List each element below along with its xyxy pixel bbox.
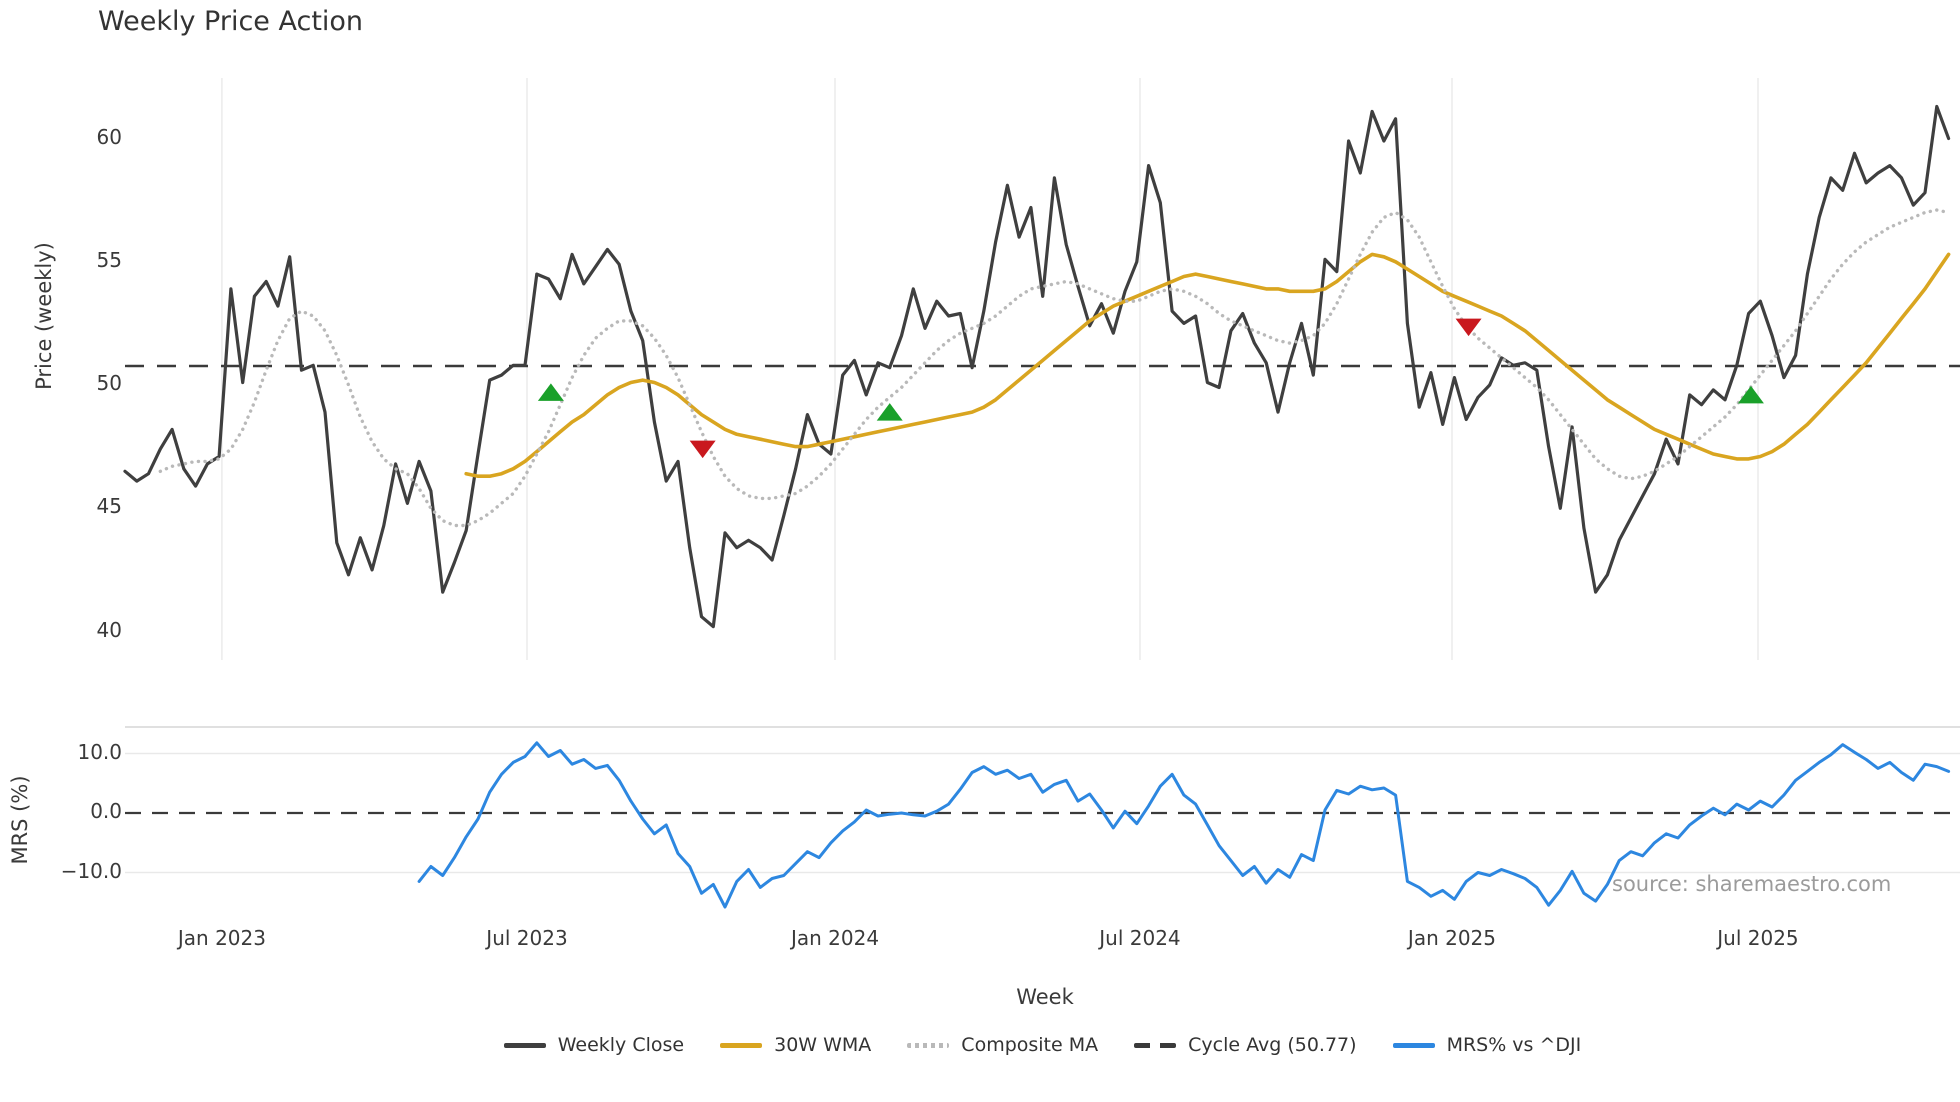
price-tick-40: 40 (96, 617, 122, 642)
source-watermark: source: sharemaestro.com (1612, 872, 1892, 896)
mrs-axis-label: MRS (%) (8, 775, 32, 865)
xtick-jan-2024: Jan 2024 (790, 926, 880, 950)
xtick-jan-2023: Jan 2023 (177, 926, 266, 950)
sell-signal-triangle-down (689, 440, 716, 459)
buy-signal-triangle-up (1737, 385, 1764, 404)
wma-line-swatch (720, 1042, 763, 1048)
weekly-close-line (123, 104, 1951, 629)
legend-label: Weekly Close (557, 1034, 685, 1056)
chart-legend: Weekly Close 30W WMA Composite MA Cycle … (125, 1034, 1960, 1056)
legend-item-cycle-avg: Cycle Avg (50.77) (1134, 1034, 1357, 1056)
legend-item-weekly-close: Weekly Close (503, 1034, 685, 1056)
buy-signal-triangle-up (537, 383, 564, 401)
cycle-avg-dashed-swatch (1134, 1042, 1177, 1048)
xtick-jan-2025: Jan 2025 (1407, 926, 1497, 950)
price-tick-45: 45 (96, 494, 122, 519)
price-tick-50: 50 (96, 371, 122, 395)
composite-ma-dotted-swatch (907, 1042, 950, 1048)
xtick-jul-2025: Jul 2025 (1717, 926, 1799, 950)
week-axis-label: Week (1016, 985, 1074, 1009)
mrs-tick-10: 10.0 (77, 739, 122, 764)
legend-label: MRS% vs ^DJI (1446, 1034, 1582, 1056)
mrs-tick-neg10: −10.0 (60, 858, 122, 883)
mrs-tick-0: 0.0 (90, 799, 122, 823)
price-tick-55: 55 (96, 247, 122, 272)
mrs-line-swatch (1392, 1042, 1435, 1048)
price-axis-label: Price (weekly) (32, 242, 56, 390)
buy-signal-triangle-up (876, 403, 903, 421)
legend-label: 30W WMA (774, 1034, 872, 1056)
xtick-jul-2023: Jul 2023 (486, 926, 568, 950)
legend-item-30w-wma: 30W WMA (720, 1034, 871, 1056)
sell-signal-triangle-down (1455, 318, 1482, 337)
mrs-vs-dji-line (417, 741, 1951, 909)
chart-title: Weekly Price Action (98, 6, 364, 37)
legend-item-mrs: MRS% vs ^DJI (1392, 1034, 1582, 1056)
price-tick-60: 60 (96, 124, 122, 149)
legend-item-composite-ma: Composite MA (907, 1034, 1098, 1056)
xtick-jul-2024: Jul 2024 (1099, 926, 1181, 950)
legend-label: Composite MA (961, 1034, 1099, 1056)
legend-label: Cycle Avg (50.77) (1188, 1034, 1357, 1056)
composite-ma-line (158, 208, 1951, 528)
30w-wma-line (464, 252, 1951, 479)
weekly-close-line-swatch (503, 1042, 546, 1048)
